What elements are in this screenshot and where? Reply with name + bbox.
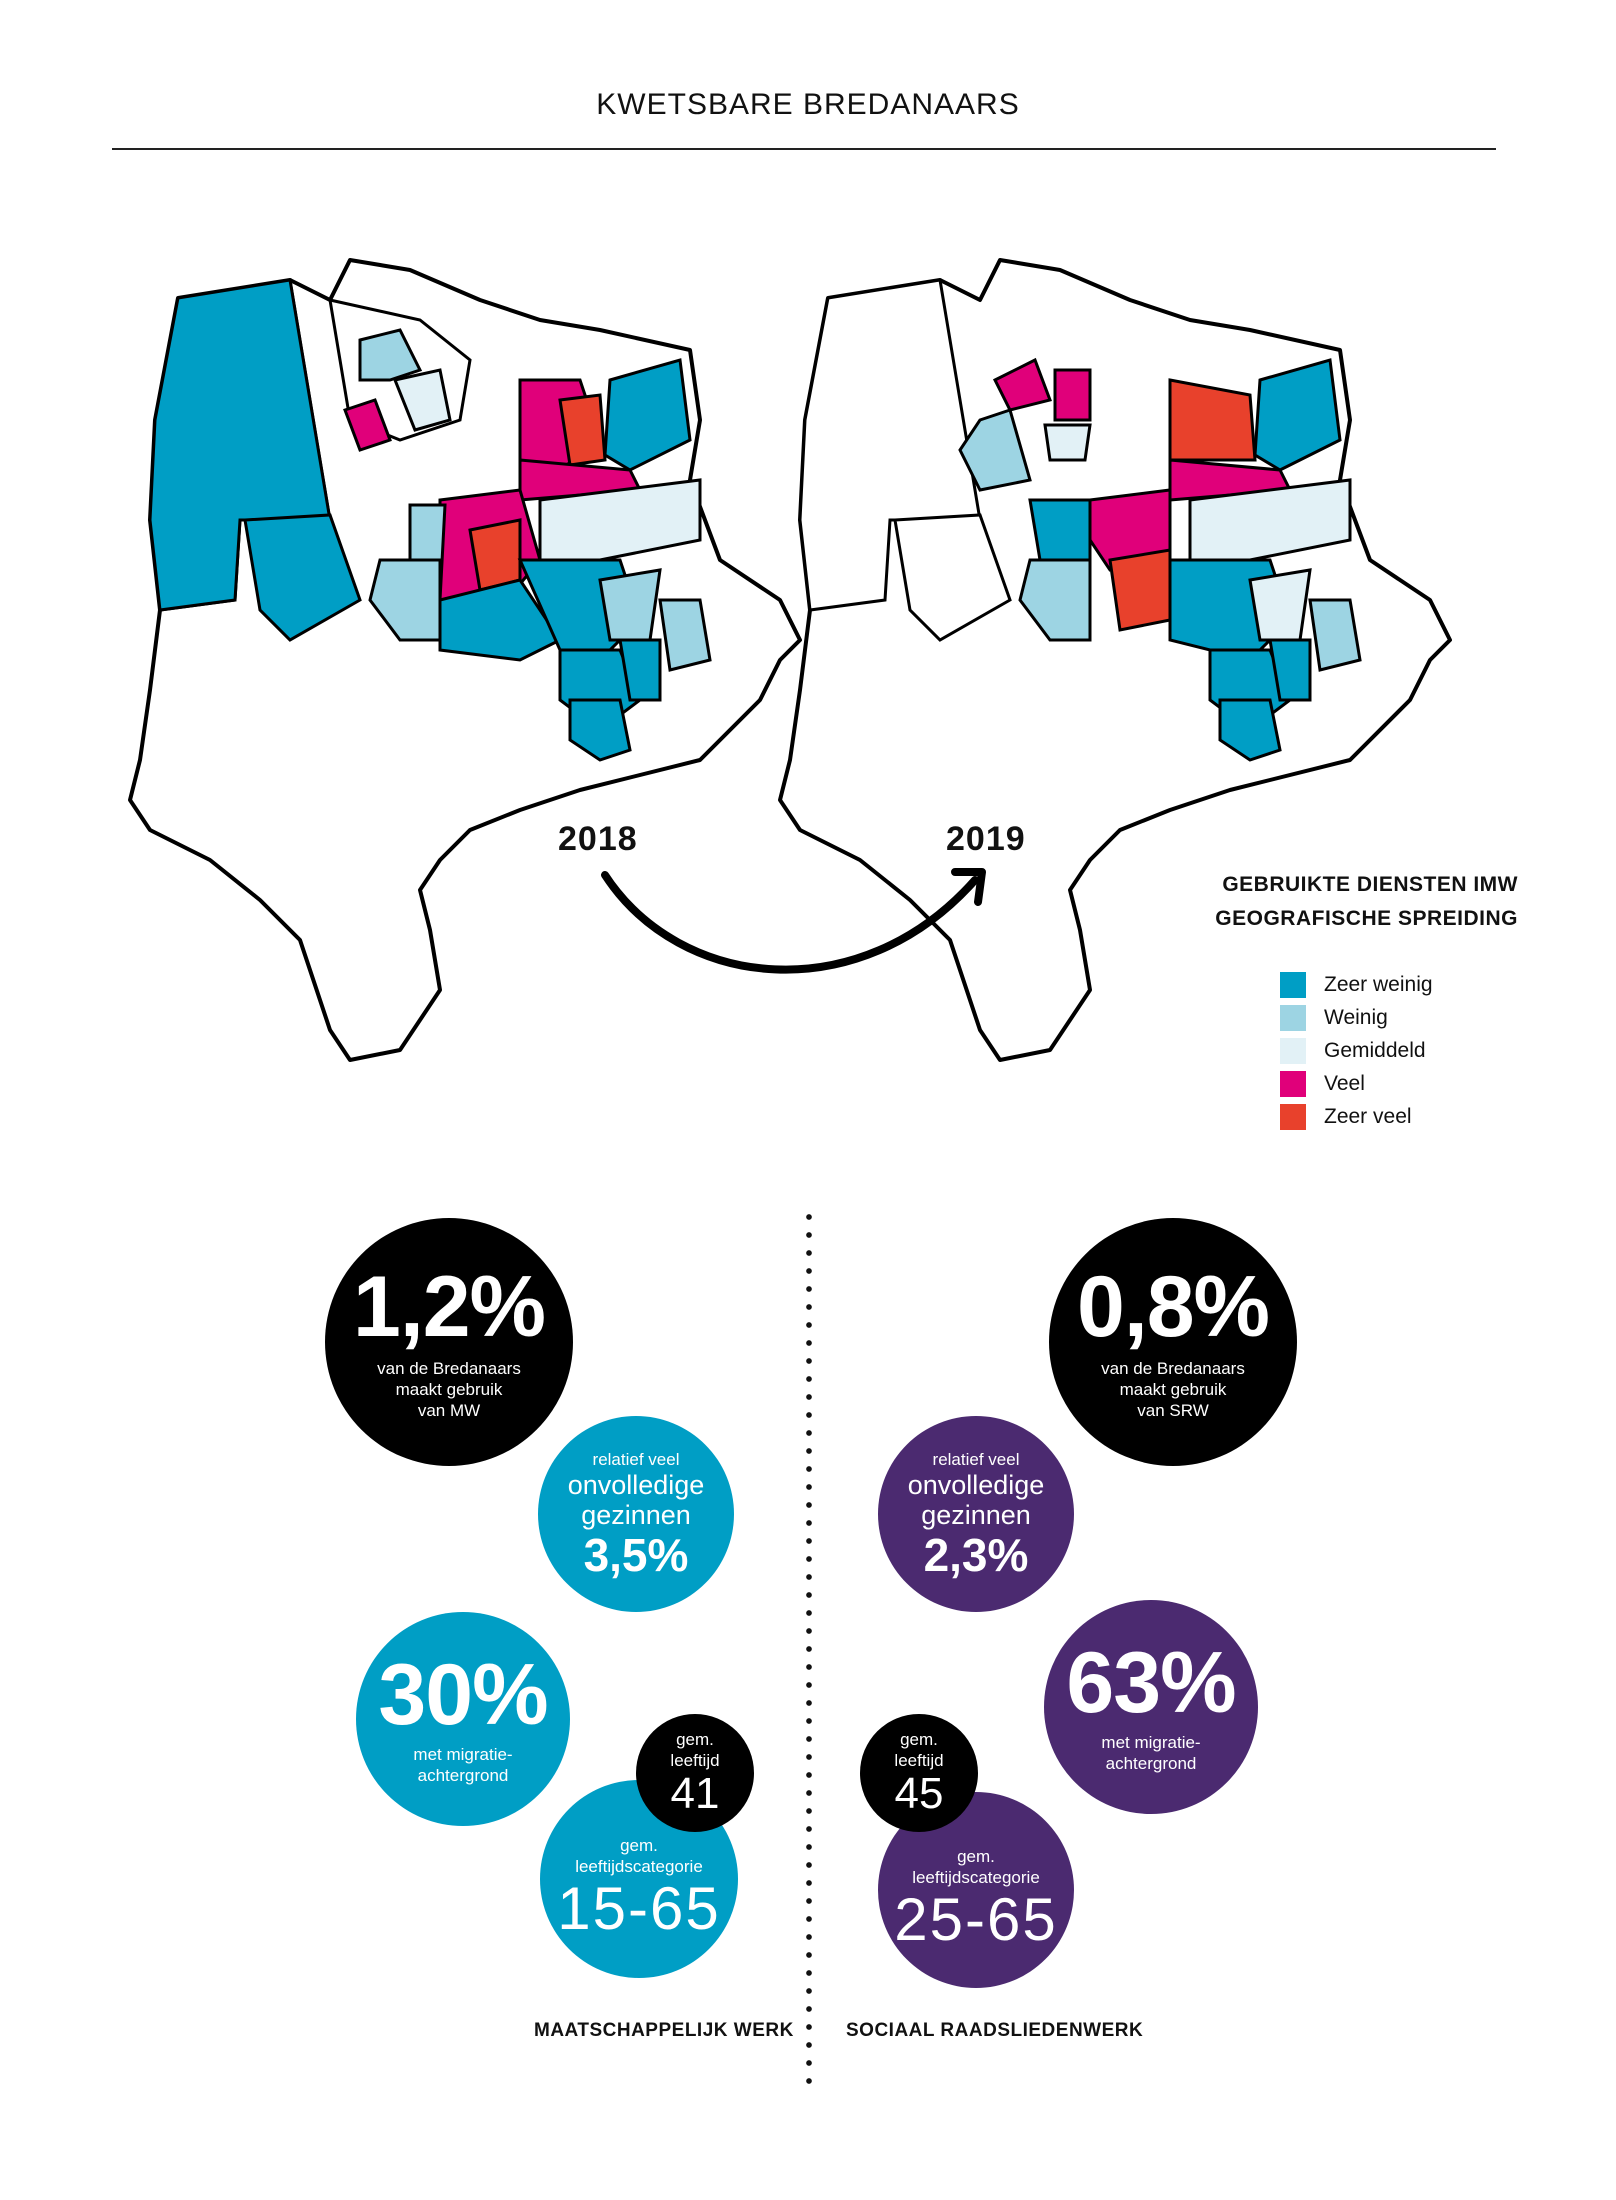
legend-swatch [1280, 971, 1306, 998]
srw-families-circle: relatief veel onvolledige gezinnen 2,3% [878, 1416, 1074, 1612]
mw-agecat-label-1: gem. [620, 1836, 658, 1855]
mw-age-label-1: gem. [676, 1730, 714, 1749]
legend: Zeer weinig Weinig Gemiddeld Veel Zeer v… [1280, 968, 1433, 1133]
srw-age-label-1: gem. [900, 1730, 938, 1749]
legend-label: Zeer veel [1324, 1104, 1412, 1128]
mw-usage-text-3: van MW [417, 1400, 481, 1420]
arrow-icon [601, 868, 986, 974]
legend-item: Gemiddeld [1280, 1034, 1433, 1067]
header-divider [112, 148, 1496, 150]
srw-usage-text-3: van SRW [1137, 1400, 1209, 1420]
srw-families-text-3: gezinnen [921, 1499, 1031, 1530]
srw-agecat-value: 25-65 [894, 1886, 1058, 1953]
mw-families-value: 3,5% [583, 1528, 689, 1581]
srw-usage-value: 0,8% [1076, 1258, 1270, 1355]
srw-migration-circle: 63% met migratie- achtergrond [1044, 1600, 1258, 1814]
srw-usage-text-2: maakt gebruik [1119, 1379, 1227, 1399]
srw-families-value: 2,3% [923, 1528, 1029, 1581]
legend-swatch [1280, 1004, 1306, 1031]
srw-usage-text-1: van de Bredanaars [1101, 1358, 1245, 1378]
mw-families-text-1: relatief veel [592, 1449, 680, 1469]
map-2018 [128, 258, 802, 1062]
mw-age-circle: gem. leeftijd 41 [636, 1714, 754, 1832]
srw-age-value: 45 [894, 1769, 944, 1818]
legend-label: Weinig [1324, 1005, 1388, 1029]
srw-migration-value: 63% [1066, 1635, 1236, 1731]
year-2019-label: 2019 [946, 820, 1026, 858]
srw-agecat-label-2: leeftijdscategorie [912, 1868, 1040, 1887]
srw-migration-text-1: met migratie- [1101, 1733, 1201, 1752]
srw-families-text-1: relatief veel [932, 1449, 1020, 1469]
mw-age-label-2: leeftijd [670, 1751, 720, 1770]
page-title: KWETSBARE BREDANAARS [596, 88, 1020, 121]
legend-label: Veel [1324, 1071, 1365, 1095]
legend-swatch [1280, 1070, 1306, 1097]
mw-usage-text-2: maakt gebruik [395, 1379, 503, 1399]
srw-usage-circle: 0,8% van de Bredanaars maakt gebruik van… [1049, 1218, 1297, 1466]
mw-agecat-label-2: leeftijdscategorie [575, 1857, 703, 1876]
year-2018-label: 2018 [558, 820, 638, 858]
mw-age-value: 41 [670, 1769, 720, 1818]
mw-migration-value: 30% [378, 1647, 548, 1743]
legend-title-line2: GEOGRAFISCHE SPREIDING [1215, 907, 1518, 930]
srw-age-label-2: leeftijd [894, 1751, 944, 1770]
mw-families-text-3: gezinnen [581, 1499, 691, 1530]
dotted-divider [806, 1208, 812, 2090]
mw-families-text-2: onvolledige [567, 1469, 705, 1500]
mw-usage-value: 1,2% [352, 1258, 546, 1355]
mw-usage-circle: 1,2% van de Bredanaars maakt gebruik van… [325, 1218, 573, 1466]
srw-families-text-2: onvolledige [907, 1469, 1045, 1500]
srw-age-circle: gem. leeftijd 45 [860, 1714, 978, 1832]
mw-agecat-value: 15-65 [557, 1875, 721, 1942]
legend-item: Veel [1280, 1067, 1433, 1100]
srw-migration-text-2: achtergrond [1105, 1754, 1197, 1773]
legend-title: GEBRUIKTE DIENSTEN IMW GEOGRAFISCHE SPRE… [1188, 868, 1518, 936]
legend-swatch [1280, 1103, 1306, 1130]
legend-label: Zeer weinig [1324, 972, 1433, 996]
legend-item: Zeer veel [1280, 1100, 1433, 1133]
mw-section-label: MAATSCHAPPELIJK WERK [534, 2020, 794, 2041]
mw-agecat-circle: gem. leeftijdscategorie 15-65 [540, 1780, 738, 1978]
legend-item: Zeer weinig [1280, 968, 1433, 1001]
mw-families-circle: relatief veel onvolledige gezinnen 3,5% [538, 1416, 734, 1612]
legend-label: Gemiddeld [1324, 1038, 1426, 1062]
legend-title-line1: GEBRUIKTE DIENSTEN IMW [1222, 873, 1518, 896]
srw-agecat-label-1: gem. [957, 1847, 995, 1866]
legend-swatch [1280, 1037, 1306, 1064]
srw-section-label: SOCIAAL RAADSLIEDENWERK [846, 2020, 1144, 2041]
mw-migration-text-2: achtergrond [417, 1766, 509, 1785]
map-2019 [778, 258, 1452, 1062]
mw-usage-text-1: van de Bredanaars [377, 1358, 521, 1378]
mw-migration-text-1: met migratie- [413, 1745, 513, 1764]
mw-migration-circle: 30% met migratie- achtergrond [356, 1612, 570, 1826]
legend-item: Weinig [1280, 1001, 1433, 1034]
